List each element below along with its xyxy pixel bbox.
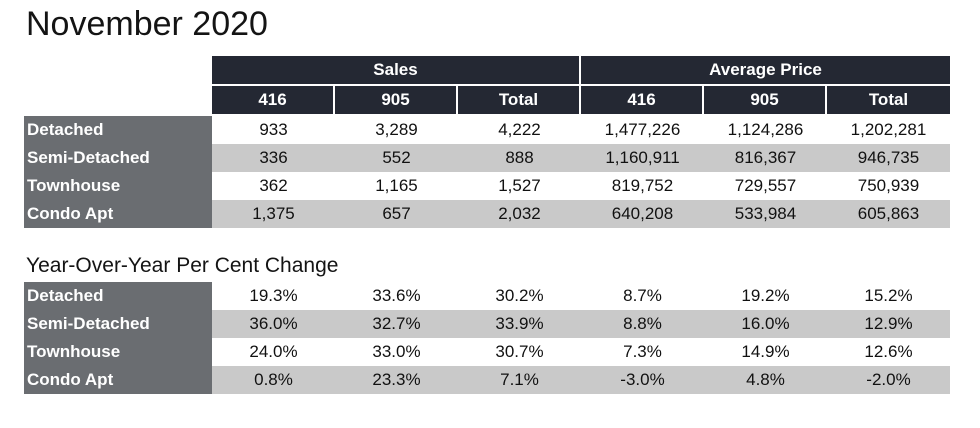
table-cell: 30.2%: [458, 282, 581, 310]
table-cell: -2.0%: [827, 366, 950, 394]
table-cell: 33.0%: [335, 338, 458, 366]
yoy-change-table: Detached 19.3% 33.6% 30.2% 8.7% 19.2% 15…: [24, 282, 950, 394]
table-row: Semi-Detached 336 552 888 1,160,911 816,…: [24, 144, 950, 172]
table-cell: 888: [458, 144, 581, 172]
group-header-sales: Sales: [212, 56, 581, 84]
table-cell: 1,202,281: [827, 114, 950, 144]
table-cell: 533,984: [704, 200, 827, 228]
table-cell: 8.7%: [581, 282, 704, 310]
table-cell: 1,375: [212, 200, 335, 228]
table-cell: 816,367: [704, 144, 827, 172]
table-cell: 33.6%: [335, 282, 458, 310]
table-cell: -3.0%: [581, 366, 704, 394]
table-cell: 19.2%: [704, 282, 827, 310]
row-label: Townhouse: [24, 338, 212, 366]
sales-price-table: Sales Average Price 416 905 Total 416 90…: [24, 56, 950, 228]
table-cell: 640,208: [581, 200, 704, 228]
section-title-yoy: Year-Over-Year Per Cent Change: [26, 254, 339, 277]
col-header-416: 416: [212, 84, 335, 114]
page-title: November 2020: [26, 5, 268, 43]
table-row: Townhouse 24.0% 33.0% 30.7% 7.3% 14.9% 1…: [24, 338, 950, 366]
table-cell: 2,032: [458, 200, 581, 228]
col-header-total: Total: [827, 84, 950, 114]
row-label: Detached: [24, 282, 212, 310]
table-cell: 4.8%: [704, 366, 827, 394]
table-cell: 32.7%: [335, 310, 458, 338]
table-row: Semi-Detached 36.0% 32.7% 33.9% 8.8% 16.…: [24, 310, 950, 338]
table-row: Townhouse 362 1,165 1,527 819,752 729,55…: [24, 172, 950, 200]
table-row: Condo Apt 1,375 657 2,032 640,208 533,98…: [24, 200, 950, 228]
table-cell: 605,863: [827, 200, 950, 228]
table-cell: 3,289: [335, 114, 458, 144]
table-cell: 19.3%: [212, 282, 335, 310]
row-label: Condo Apt: [24, 366, 212, 394]
table-cell: 30.7%: [458, 338, 581, 366]
row-label: Semi-Detached: [24, 310, 212, 338]
table-cell: 0.8%: [212, 366, 335, 394]
table-cell: 933: [212, 114, 335, 144]
row-label: Semi-Detached: [24, 144, 212, 172]
table-cell: 1,527: [458, 172, 581, 200]
table-cell: 362: [212, 172, 335, 200]
table-cell: 1,477,226: [581, 114, 704, 144]
col-header-416: 416: [581, 84, 704, 114]
table-cell: 36.0%: [212, 310, 335, 338]
table-row: Detached 19.3% 33.6% 30.2% 8.7% 19.2% 15…: [24, 282, 950, 310]
row-label: Condo Apt: [24, 200, 212, 228]
table-row: Detached 933 3,289 4,222 1,477,226 1,124…: [24, 114, 950, 144]
corner-blank: [24, 84, 212, 114]
table-cell: 552: [335, 144, 458, 172]
table-cell: 946,735: [827, 144, 950, 172]
row-label: Detached: [24, 114, 212, 144]
table-cell: 729,557: [704, 172, 827, 200]
row-label: Townhouse: [24, 172, 212, 200]
table-cell: 7.1%: [458, 366, 581, 394]
table-cell: 24.0%: [212, 338, 335, 366]
table-row: Condo Apt 0.8% 23.3% 7.1% -3.0% 4.8% -2.…: [24, 366, 950, 394]
table-cell: 16.0%: [704, 310, 827, 338]
col-header-905: 905: [335, 84, 458, 114]
group-header-average-price: Average Price: [581, 56, 950, 84]
col-header-total: Total: [458, 84, 581, 114]
table-cell: 1,160,911: [581, 144, 704, 172]
table-cell: 33.9%: [458, 310, 581, 338]
table-cell: 1,124,286: [704, 114, 827, 144]
table-cell: 819,752: [581, 172, 704, 200]
table-cell: 750,939: [827, 172, 950, 200]
table-cell: 12.6%: [827, 338, 950, 366]
table-cell: 8.8%: [581, 310, 704, 338]
corner-blank: [24, 56, 212, 84]
table-cell: 657: [335, 200, 458, 228]
table-cell: 15.2%: [827, 282, 950, 310]
table-cell: 14.9%: [704, 338, 827, 366]
table-cell: 1,165: [335, 172, 458, 200]
col-header-905: 905: [704, 84, 827, 114]
table-cell: 336: [212, 144, 335, 172]
table-cell: 7.3%: [581, 338, 704, 366]
table-cell: 23.3%: [335, 366, 458, 394]
table-cell: 4,222: [458, 114, 581, 144]
table-cell: 12.9%: [827, 310, 950, 338]
